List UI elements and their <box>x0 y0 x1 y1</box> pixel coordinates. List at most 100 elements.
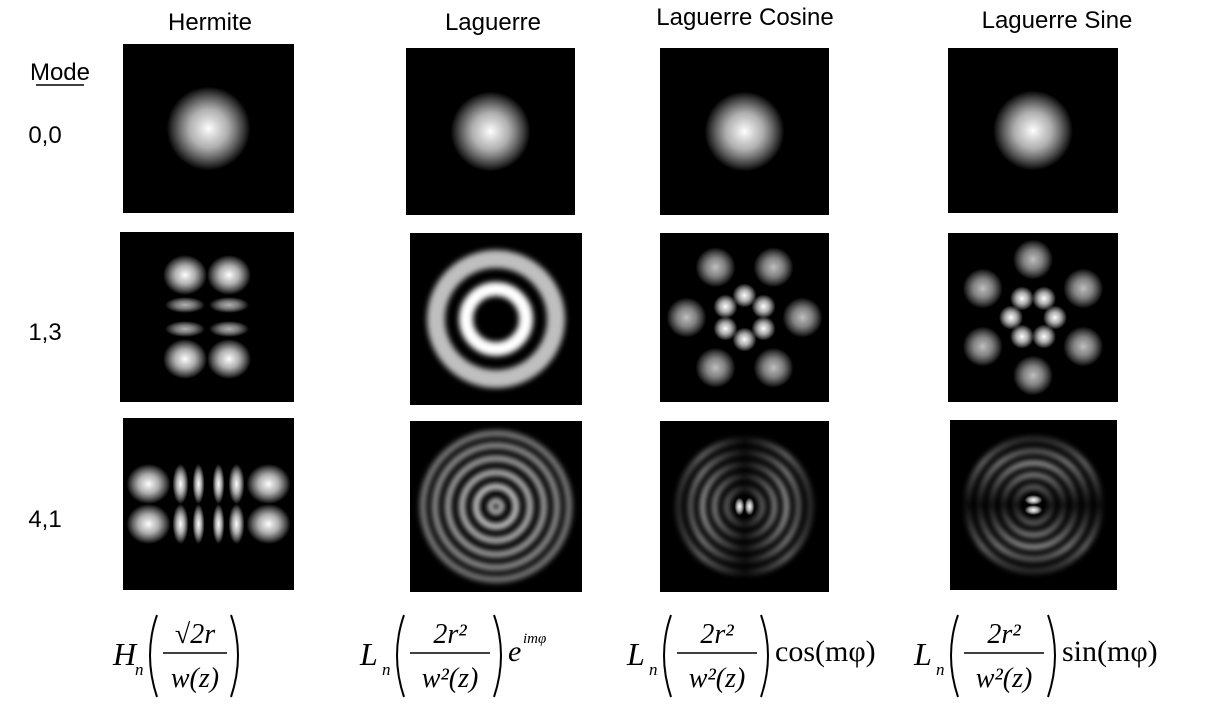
lobe <box>165 321 205 337</box>
formula-denominator: w²(z) <box>422 663 479 694</box>
paren <box>494 615 501 697</box>
lobe <box>713 317 737 341</box>
lobe <box>752 295 776 319</box>
formula-denominator: w²(z) <box>976 663 1033 694</box>
formula-tail: cos(mφ) <box>775 635 876 668</box>
lobe <box>1010 286 1034 310</box>
lobe <box>209 297 249 313</box>
lobe <box>193 464 205 504</box>
lobe <box>754 348 794 388</box>
mode-figure: Mode Hermite Laguerre Laguerre Cosine Lague… <box>0 0 1209 719</box>
paren <box>231 615 238 697</box>
lobe <box>229 504 245 544</box>
mode-image <box>948 48 1118 213</box>
formula-superscript: imφ <box>523 631 546 647</box>
lobe <box>745 498 755 516</box>
pattern <box>705 92 785 172</box>
formula-function: L <box>626 636 645 672</box>
mode-image <box>948 233 1118 402</box>
lobe <box>1032 286 1056 310</box>
lobe <box>1025 505 1043 515</box>
mode-image <box>406 48 575 215</box>
lobe <box>213 504 225 544</box>
lobe <box>667 298 707 338</box>
paren <box>397 615 404 697</box>
lobe <box>213 464 225 504</box>
paren <box>951 615 958 697</box>
paren <box>150 615 157 697</box>
mode-image <box>123 44 294 213</box>
formula-subscript: n <box>382 660 391 679</box>
formula-function: L <box>913 636 932 672</box>
mode-image <box>120 232 294 402</box>
lobe <box>696 247 736 287</box>
formula-subscript: n <box>135 660 144 679</box>
lobe <box>247 464 291 504</box>
lobe <box>1013 356 1053 396</box>
mode-image <box>660 421 829 592</box>
lobe <box>193 504 205 544</box>
formula-subscript: n <box>649 660 658 679</box>
mode-header: Mode <box>30 59 90 86</box>
mode-image <box>410 421 582 592</box>
column-header: Laguerre <box>445 9 541 36</box>
lobe <box>783 298 823 338</box>
lobe <box>207 339 251 379</box>
formula-numerator: 2r² <box>987 619 1021 650</box>
lobe <box>163 255 207 295</box>
lobe <box>705 92 785 172</box>
formula-denominator: w(z) <box>171 663 219 694</box>
mode-image <box>660 48 829 215</box>
lobe <box>1025 495 1043 505</box>
mode-image <box>410 233 582 405</box>
formula-tail: e <box>508 635 521 668</box>
column-header: Laguerre Cosine <box>656 4 833 31</box>
formula-function: L <box>359 636 378 672</box>
image-background <box>120 232 294 402</box>
lobe <box>247 504 291 544</box>
mode-image <box>123 418 294 590</box>
mode-image <box>950 420 1117 590</box>
pattern <box>993 91 1073 171</box>
lobe <box>209 321 249 337</box>
formula: Hn√2rw(z) <box>112 615 238 697</box>
lobe <box>173 464 189 504</box>
pattern <box>167 87 251 171</box>
column-header: Hermite <box>168 9 252 36</box>
lobe <box>165 297 205 313</box>
formula-numerator: √2r <box>175 619 215 650</box>
formula-tail: sin(mφ) <box>1062 635 1158 668</box>
lobe <box>451 92 531 172</box>
column-header: Laguerre Sine <box>982 7 1133 34</box>
lobe <box>754 247 794 287</box>
lobe <box>127 504 171 544</box>
paren <box>664 615 671 697</box>
lobe <box>127 464 171 504</box>
lobe <box>1063 327 1103 367</box>
mode-label: 4,1 <box>28 506 61 533</box>
formula-numerator: 2r² <box>700 619 734 650</box>
paren <box>1048 615 1055 697</box>
formula-numerator: 2r² <box>433 619 467 650</box>
lobe <box>993 91 1073 171</box>
mode-label: 0,0 <box>28 122 61 149</box>
mode-image <box>660 233 829 402</box>
lobe <box>163 339 207 379</box>
lobe <box>1013 240 1053 280</box>
lobe <box>173 504 189 544</box>
paren <box>761 615 768 697</box>
lobe <box>229 464 245 504</box>
lobe <box>1032 325 1056 349</box>
lobe <box>735 498 745 516</box>
lobe <box>167 87 251 171</box>
pattern <box>451 92 531 172</box>
image-background <box>123 418 294 590</box>
mode-label: 1,3 <box>28 319 61 346</box>
lobe <box>1063 269 1103 309</box>
lobe <box>207 255 251 295</box>
formula-denominator: w²(z) <box>689 663 746 694</box>
lobe <box>963 327 1003 367</box>
